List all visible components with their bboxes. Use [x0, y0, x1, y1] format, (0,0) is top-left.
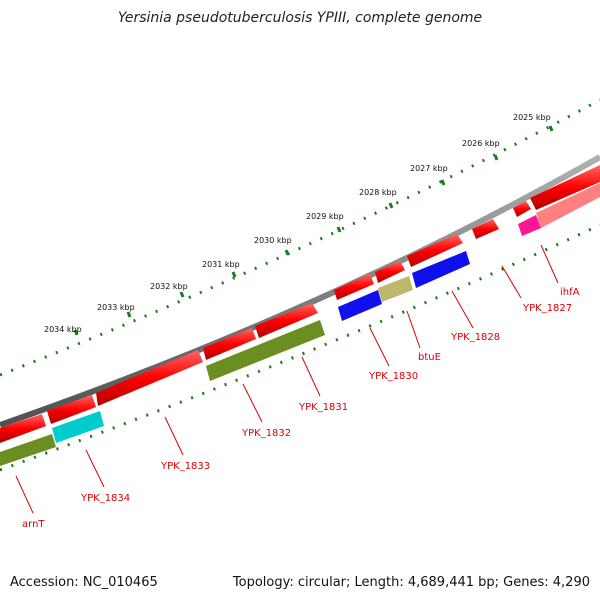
- gene-label-arnT[interactable]: arnT: [22, 519, 45, 530]
- gene-label-YPK_1827[interactable]: YPK_1827: [522, 303, 572, 314]
- scale-label-2028: 2028 kbp: [359, 188, 397, 197]
- gene-arrow-1827b[interactable]: [513, 201, 531, 217]
- tick-2027: [440, 179, 446, 186]
- gene-label-YPK_1832[interactable]: YPK_1832: [241, 428, 291, 439]
- gene-arrow-1828[interactable]: [472, 219, 499, 239]
- feature-blocks: [0, 183, 600, 466]
- gene-arrow-1830[interactable]: [375, 261, 405, 283]
- tick-2031: [231, 271, 237, 278]
- genome-backbone: [0, 154, 600, 428]
- leader-1833: [164, 416, 184, 456]
- gene-label-YPK_1831[interactable]: YPK_1831: [298, 402, 348, 413]
- feature-block-olive-b[interactable]: [0, 434, 56, 466]
- forward-genes: [0, 165, 600, 443]
- gene-label-ihfA[interactable]: ihfA: [560, 287, 580, 298]
- scale-label-2026: 2026 kbp: [462, 139, 500, 148]
- gene-label-YPK_1830[interactable]: YPK_1830: [368, 371, 418, 382]
- label-leaders: [15, 244, 559, 514]
- tick-2032: [179, 291, 185, 298]
- accession-text: Accession: NC_010465: [10, 575, 158, 590]
- leader-btuE: [406, 310, 421, 349]
- feature-block-cyan[interactable]: [52, 411, 104, 443]
- gene-arrow-1831[interactable]: [334, 274, 374, 300]
- tick-2034: [73, 329, 79, 336]
- genome-title: Yersinia pseudotuberculosis YPIII, compl…: [117, 10, 483, 26]
- gene-arrow-1832[interactable]: [255, 303, 318, 338]
- leader-arnT: [15, 475, 34, 514]
- scale-label-2031: 2031 kbp: [202, 260, 240, 269]
- gene-label-YPK_1833[interactable]: YPK_1833: [160, 461, 210, 472]
- scale-label-2029: 2029 kbp: [306, 212, 344, 221]
- gene-arrow-1834[interactable]: [47, 395, 96, 424]
- gene-arrow-1833b[interactable]: [96, 350, 203, 406]
- feature-block-khaki[interactable]: [378, 276, 413, 302]
- scale-label-2025: 2025 kbp: [513, 113, 551, 122]
- tick-2025: [548, 125, 554, 132]
- gene-arrow-btuE[interactable]: [407, 234, 463, 267]
- scale-label-2030: 2030 kbp: [254, 236, 292, 245]
- tick-2033: [126, 311, 132, 318]
- scale-label-2034: 2034 kbp: [44, 325, 82, 334]
- scale-ticks: [73, 125, 554, 336]
- leader-1834: [85, 449, 105, 488]
- leader-1830: [369, 327, 390, 367]
- scale-label-2032: 2032 kbp: [150, 282, 188, 291]
- scale-label-2027: 2027 kbp: [410, 164, 448, 173]
- leader-1828: [451, 290, 474, 329]
- leader-1827: [501, 265, 522, 299]
- leader-1831: [301, 356, 321, 397]
- gene-label-btuE[interactable]: btuE: [418, 352, 441, 363]
- outer-scale-track: [0, 98, 600, 377]
- scale-label-2033: 2033 kbp: [97, 303, 135, 312]
- genome-summary-text: Topology: circular; Length: 4,689,441 bp…: [232, 575, 590, 590]
- leader-ihfA: [540, 244, 559, 284]
- gene-arrow-1827a[interactable]: [530, 165, 600, 210]
- gene-label-YPK_1828[interactable]: YPK_1828: [450, 332, 500, 343]
- gene-label-YPK_1834[interactable]: YPK_1834: [80, 493, 130, 504]
- feature-block-pink[interactable]: [536, 183, 600, 228]
- feature-block-magenta[interactable]: [518, 215, 541, 236]
- gene-arrow-arnT[interactable]: [0, 414, 46, 443]
- feature-block-blue-b[interactable]: [338, 290, 382, 321]
- tick-2028: [388, 202, 394, 209]
- inner-scale-track: [0, 223, 600, 472]
- tick-2026: [493, 154, 499, 161]
- tick-2029: [336, 226, 342, 233]
- gene-arrow-1833a[interactable]: [203, 328, 256, 360]
- leader-1832: [242, 383, 263, 423]
- feature-block-olive-a[interactable]: [206, 320, 325, 381]
- feature-block-blue-a[interactable]: [412, 251, 470, 288]
- tick-2030: [284, 249, 290, 256]
